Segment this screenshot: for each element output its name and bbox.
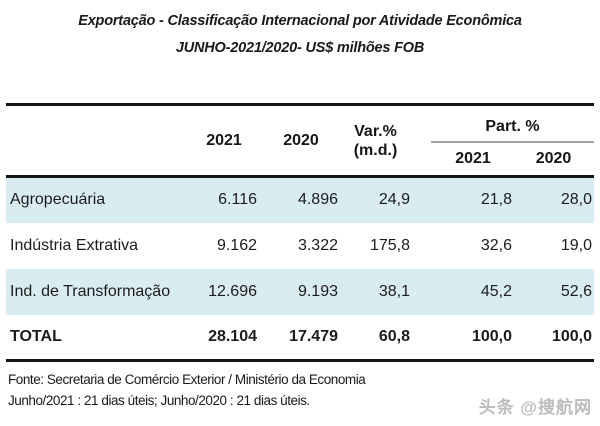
value-part-2021: 21,8 [480,191,512,209]
header-var-percent: Var.% (m.d.) [340,105,411,177]
row-label: Agropecuária [10,191,106,209]
table-row-ind-transformacao: Ind. de Transformação 12.696 9.193 38,1 … [6,268,594,315]
report-title: Exportação - Classificação Internacional… [0,8,600,62]
workdays-note: Junho/2021 : 21 dias úteis; Junho/2020 :… [8,393,310,408]
table-body: Agropecuária 6.116 4.896 24,9 21,8 28,0 … [6,176,594,361]
title-line-2: JUNHO-2021/2020- US$ milhões FOB [175,40,425,56]
header-year-2021: 2021 [206,131,242,149]
table-row-total: TOTAL 28.104 17.479 60,8 100,0 100,0 [6,315,594,361]
total-var: 60,8 [378,327,410,345]
header-year-2020: 2020 [283,131,319,149]
value-part-2020: 52,6 [560,282,592,300]
footnotes: Fonte: Secretaria de Comércio Exterior /… [8,369,366,411]
total-part-2020: 100,0 [551,327,592,345]
header-activity-empty [6,105,186,177]
table-header: 2021 2020 Var.% (m.d.) Part. % 2021 2020 [6,105,594,177]
source-note: Fonte: Secretaria de Comércio Exterior /… [8,372,366,387]
header-part-percent: Part. % [411,105,594,143]
value-part-2020: 19,0 [560,236,592,254]
table-row-industria-extrativa: Indústria Extrativa 9.162 3.322 175,8 32… [6,223,594,269]
total-part-2021: 100,0 [471,327,512,345]
value-2020: 4.896 [297,191,338,209]
export-classification-table: 2021 2020 Var.% (m.d.) Part. % 2021 2020… [6,103,594,362]
header-part-2020: 2020 [535,149,572,167]
total-2021: 28.104 [208,327,257,345]
value-part-2021: 45,2 [480,282,512,300]
header-part-2021: 2021 [455,149,491,167]
row-label: Indústria Extrativa [10,236,139,254]
header-var-line2: (m.d.) [353,141,398,159]
value-2020: 9.193 [297,282,338,300]
value-2021: 6.116 [218,191,257,209]
row-label: Ind. de Transformação [10,282,171,300]
value-var: 38,1 [378,282,410,300]
title-line-1: Exportação - Classificação Internacional… [78,13,522,29]
header-part-label: Part. % [431,118,594,143]
value-2021: 12.696 [208,282,257,300]
value-part-2021: 32,6 [480,236,512,254]
total-2020: 17.479 [289,327,338,345]
header-var-line1: Var.% [354,122,397,140]
table-row-agropecuaria: Agropecuária 6.116 4.896 24,9 21,8 28,0 [6,176,594,223]
value-2021: 9.162 [216,236,257,254]
total-label: TOTAL [10,327,62,345]
value-var: 24,9 [378,191,410,209]
value-part-2020: 28,0 [560,191,592,209]
value-2020: 3.322 [297,236,338,254]
watermark-text: 头条 @搜航网 [478,398,592,417]
value-var: 175,8 [369,236,410,254]
